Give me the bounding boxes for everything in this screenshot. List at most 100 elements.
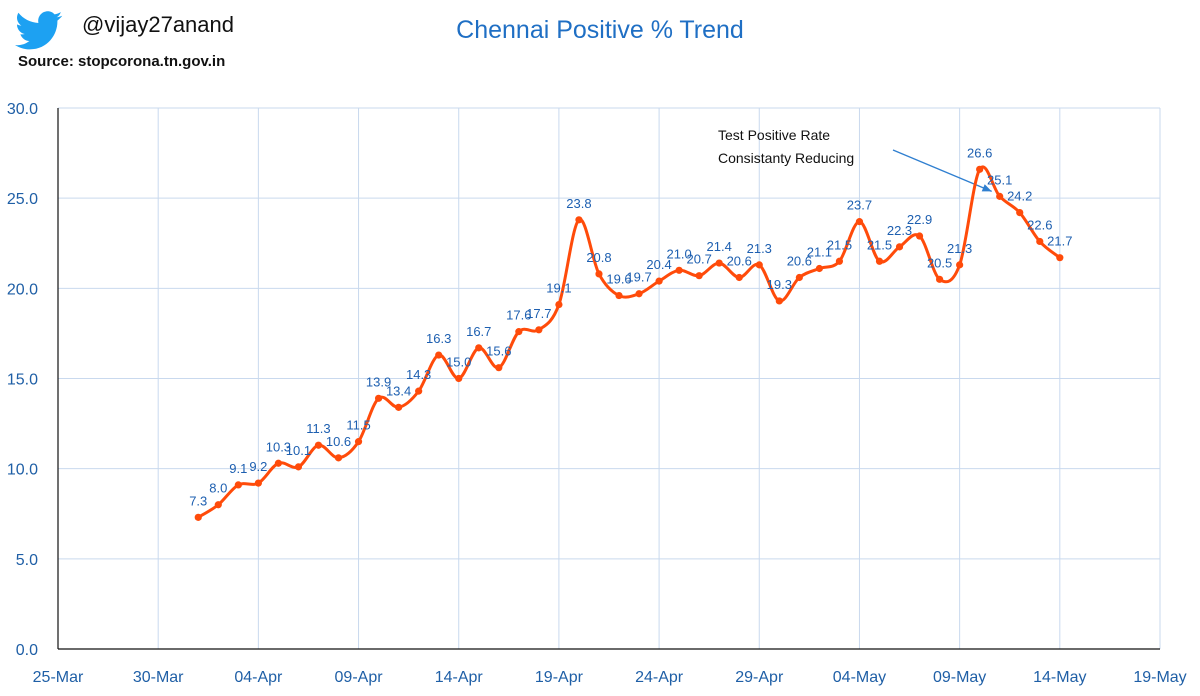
data-point (234, 481, 242, 489)
data-labels: 7.38.09.1 9.2 10.310.1 11.310.611.5 13.913.4… (189, 145, 1072, 508)
x-tick-label: 19-May (1133, 669, 1186, 686)
data-point (555, 300, 563, 309)
data-point (595, 270, 603, 278)
x-tick-label: 09-May (933, 669, 986, 686)
data-point (354, 438, 363, 446)
data-label: 9.1 (229, 461, 247, 476)
data-point (334, 454, 343, 462)
data-point (294, 463, 303, 471)
data-label: 21.5 (827, 237, 852, 252)
data-point (374, 394, 383, 402)
data-label: 13.4 (386, 383, 411, 398)
data-label: 19.7 (626, 270, 651, 285)
data-label: 22.9 (907, 212, 932, 227)
data-point (795, 273, 803, 282)
data-point (475, 344, 483, 352)
data-point (495, 364, 503, 372)
data-label: 21.4 (707, 239, 732, 254)
data-label: 20.4 (646, 257, 671, 272)
data-point (976, 165, 984, 173)
data-label: 10.3 (266, 439, 291, 454)
data-point (615, 291, 623, 300)
data-point (715, 259, 723, 267)
data-point (835, 257, 844, 265)
data-point (395, 403, 403, 411)
data-point (655, 277, 663, 285)
data-label: 26.6 (967, 145, 992, 160)
x-tick-label: 04-Apr (234, 669, 283, 686)
x-tick-label: 24-Apr (635, 669, 684, 686)
x-tick-label: 04-May (833, 669, 886, 686)
data-label: 15.6 (486, 344, 511, 359)
data-point (855, 218, 864, 226)
data-point (1016, 208, 1024, 217)
data-label: 21.5 (867, 237, 892, 252)
data-point (956, 261, 964, 269)
data-label: 23.8 (566, 196, 591, 211)
data-point (675, 266, 683, 274)
y-tick-label: 25.0 (7, 191, 38, 208)
data-label: 23.7 (847, 198, 872, 213)
data-label: 10.1 (286, 443, 311, 458)
data-label: 11.3 (306, 421, 330, 436)
data-label: 15.0 (446, 355, 471, 370)
x-tick-label: 14-May (1033, 669, 1086, 686)
data-point (415, 387, 423, 395)
data-point (535, 326, 543, 334)
data-points (194, 165, 1064, 521)
y-tick-label: 10.0 (7, 462, 38, 479)
data-label: 25.1 (987, 172, 1012, 187)
data-label: 22.6 (1027, 217, 1052, 232)
x-tick-label: 25-Mar (33, 669, 84, 686)
y-tick-labels: 0.0 5.0 10.0 15.0 20.0 25.0 30.0 (7, 101, 38, 659)
data-point (274, 459, 282, 467)
data-label: 8.0 (209, 481, 227, 496)
data-point (254, 479, 262, 487)
y-tick-label: 5.0 (16, 552, 38, 569)
data-label: 19.6 (606, 272, 631, 287)
data-label: 20.5 (927, 255, 952, 270)
data-point (895, 243, 904, 251)
data-label: 21.1 (807, 244, 832, 259)
data-point (455, 374, 463, 383)
data-point (635, 290, 643, 298)
data-label: 21.3 (947, 241, 972, 256)
source-note: Source: stopcorona.tn.gov.in (18, 53, 226, 70)
data-point (815, 264, 823, 273)
x-tick-label: 19-Apr (535, 669, 584, 686)
annotation-text: Consistanty Reducing (718, 150, 854, 166)
data-point (695, 272, 703, 280)
data-label: 21.7 (1047, 234, 1072, 249)
data-label: 7.3 (189, 493, 207, 508)
data-label: 11.5 (346, 418, 370, 433)
x-tick-labels: 25-Mar 30-Mar 04-Apr 09-Apr 14-Apr 19-Apr 24-A… (33, 669, 1187, 686)
data-label: 20.6 (727, 254, 752, 269)
data-point (735, 273, 743, 282)
data-point (775, 297, 783, 305)
y-tick-label: 30.0 (7, 101, 38, 118)
x-tick-label: 14-Apr (435, 669, 484, 686)
data-label: 21.0 (666, 246, 691, 261)
data-label: 22.3 (887, 223, 912, 238)
data-point (936, 275, 944, 283)
data-point (1056, 254, 1064, 262)
data-point (996, 192, 1004, 200)
y-tick-label: 15.0 (7, 372, 38, 389)
data-point (915, 232, 924, 240)
data-label: 17.7 (526, 306, 551, 321)
data-point (875, 257, 884, 265)
twitter-bird-icon (15, 11, 63, 50)
data-point (214, 501, 222, 509)
y-tick-label: 0.0 (16, 642, 38, 659)
data-label: 9.2 (249, 459, 267, 474)
chart-title: Chennai Positive % Trend (456, 16, 744, 44)
data-point (1036, 237, 1044, 246)
y-tick-label: 20.0 (7, 281, 38, 298)
data-label: 19.3 (767, 277, 792, 292)
data-label: 21.3 (747, 241, 772, 256)
data-point (435, 351, 443, 359)
data-label: 20.7 (687, 252, 712, 267)
annotation: Test Positive Rate Consistanty Reducing (718, 127, 992, 192)
data-point (515, 328, 523, 336)
